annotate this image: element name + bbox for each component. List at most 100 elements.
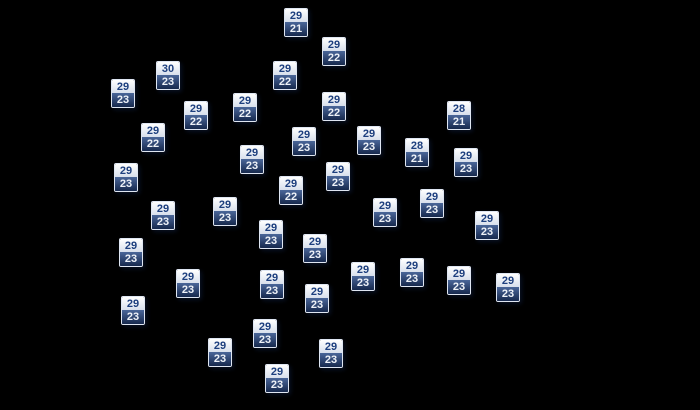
high-temperature-value: 29 (209, 339, 231, 352)
high-temperature-value: 29 (261, 271, 283, 284)
high-temperature-value: 29 (280, 177, 302, 190)
temperature-badge[interactable]: 29 22 (141, 123, 165, 152)
low-temperature-value: 23 (374, 212, 396, 226)
high-temperature-value: 29 (358, 127, 380, 140)
temperature-badge[interactable]: 29 22 (233, 93, 257, 122)
temperature-badge[interactable]: 29 23 (151, 201, 175, 230)
temperature-badge[interactable]: 29 23 (111, 79, 135, 108)
temperature-badge[interactable]: 29 23 (121, 296, 145, 325)
high-temperature-value: 29 (241, 146, 263, 159)
high-temperature-value: 29 (142, 124, 164, 137)
high-temperature-value: 29 (120, 239, 142, 252)
temperature-badge[interactable]: 29 23 (454, 148, 478, 177)
temperature-badge[interactable]: 28 21 (447, 101, 471, 130)
low-temperature-value: 23 (261, 284, 283, 298)
high-temperature-value: 29 (234, 94, 256, 107)
temperature-badge[interactable]: 29 23 (496, 273, 520, 302)
temperature-badge[interactable]: 29 23 (447, 266, 471, 295)
low-temperature-value: 23 (122, 310, 144, 324)
low-temperature-value: 21 (285, 22, 307, 36)
high-temperature-value: 29 (320, 340, 342, 353)
high-temperature-value: 29 (122, 297, 144, 310)
temperature-badge[interactable]: 29 23 (259, 220, 283, 249)
temperature-badge[interactable]: 29 21 (284, 8, 308, 37)
temperature-badge[interactable]: 29 23 (303, 234, 327, 263)
low-temperature-value: 23 (401, 272, 423, 286)
temperature-badge[interactable]: 29 23 (319, 339, 343, 368)
low-temperature-value: 22 (142, 137, 164, 151)
low-temperature-value: 23 (327, 176, 349, 190)
high-temperature-value: 28 (448, 102, 470, 115)
high-temperature-value: 29 (304, 235, 326, 248)
high-temperature-value: 29 (112, 80, 134, 93)
high-temperature-value: 29 (214, 198, 236, 211)
temperature-badge[interactable]: 29 22 (322, 92, 346, 121)
temperature-badge[interactable]: 29 23 (326, 162, 350, 191)
temperature-badge[interactable]: 29 23 (400, 258, 424, 287)
temperature-badge[interactable]: 29 23 (240, 145, 264, 174)
high-temperature-value: 29 (115, 164, 137, 177)
temperature-badge[interactable]: 28 21 (405, 138, 429, 167)
temperature-badge[interactable]: 29 23 (305, 284, 329, 313)
low-temperature-value: 22 (280, 190, 302, 204)
low-temperature-value: 22 (185, 115, 207, 129)
temperature-badge[interactable]: 29 23 (265, 364, 289, 393)
temperature-badge[interactable]: 29 23 (176, 269, 200, 298)
low-temperature-value: 23 (152, 215, 174, 229)
low-temperature-value: 23 (120, 252, 142, 266)
temperature-badge[interactable]: 29 23 (420, 189, 444, 218)
low-temperature-value: 22 (323, 106, 345, 120)
temperature-badge[interactable]: 30 23 (156, 61, 180, 90)
low-temperature-value: 23 (241, 159, 263, 173)
temperature-badge[interactable]: 29 23 (253, 319, 277, 348)
high-temperature-value: 29 (455, 149, 477, 162)
low-temperature-value: 23 (304, 248, 326, 262)
high-temperature-value: 29 (421, 190, 443, 203)
low-temperature-value: 23 (320, 353, 342, 367)
temperature-badge[interactable]: 29 22 (184, 101, 208, 130)
temperature-badge[interactable]: 29 22 (273, 61, 297, 90)
high-temperature-value: 29 (323, 93, 345, 106)
low-temperature-value: 23 (358, 140, 380, 154)
low-temperature-value: 21 (448, 115, 470, 129)
low-temperature-value: 23 (476, 225, 498, 239)
high-temperature-value: 29 (352, 263, 374, 276)
low-temperature-value: 23 (260, 234, 282, 248)
high-temperature-value: 29 (497, 274, 519, 287)
high-temperature-value: 29 (274, 62, 296, 75)
low-temperature-value: 23 (455, 162, 477, 176)
temperature-badge[interactable]: 29 23 (475, 211, 499, 240)
temperature-badge[interactable]: 29 22 (322, 37, 346, 66)
low-temperature-value: 21 (406, 152, 428, 166)
temperature-badge[interactable]: 29 23 (292, 127, 316, 156)
temperature-badge[interactable]: 29 23 (351, 262, 375, 291)
high-temperature-value: 29 (374, 199, 396, 212)
low-temperature-value: 23 (497, 287, 519, 301)
high-temperature-value: 29 (254, 320, 276, 333)
temperature-badge[interactable]: 29 23 (114, 163, 138, 192)
low-temperature-value: 23 (157, 75, 179, 89)
low-temperature-value: 23 (112, 93, 134, 107)
low-temperature-value: 23 (209, 352, 231, 366)
temperature-badge[interactable]: 29 23 (208, 338, 232, 367)
high-temperature-value: 29 (327, 163, 349, 176)
temperature-badge[interactable]: 29 22 (279, 176, 303, 205)
temperature-badge[interactable]: 29 23 (357, 126, 381, 155)
temperature-badge[interactable]: 29 23 (373, 198, 397, 227)
temperature-badge[interactable]: 29 23 (119, 238, 143, 267)
temperature-badge[interactable]: 29 23 (213, 197, 237, 226)
low-temperature-value: 23 (421, 203, 443, 217)
low-temperature-value: 23 (448, 280, 470, 294)
low-temperature-value: 22 (274, 75, 296, 89)
high-temperature-value: 29 (260, 221, 282, 234)
low-temperature-value: 23 (293, 141, 315, 155)
temperature-badge[interactable]: 29 23 (260, 270, 284, 299)
high-temperature-value: 29 (266, 365, 288, 378)
low-temperature-value: 22 (323, 51, 345, 65)
low-temperature-value: 23 (115, 177, 137, 191)
high-temperature-value: 28 (406, 139, 428, 152)
low-temperature-value: 23 (306, 298, 328, 312)
low-temperature-value: 23 (254, 333, 276, 347)
high-temperature-value: 29 (306, 285, 328, 298)
